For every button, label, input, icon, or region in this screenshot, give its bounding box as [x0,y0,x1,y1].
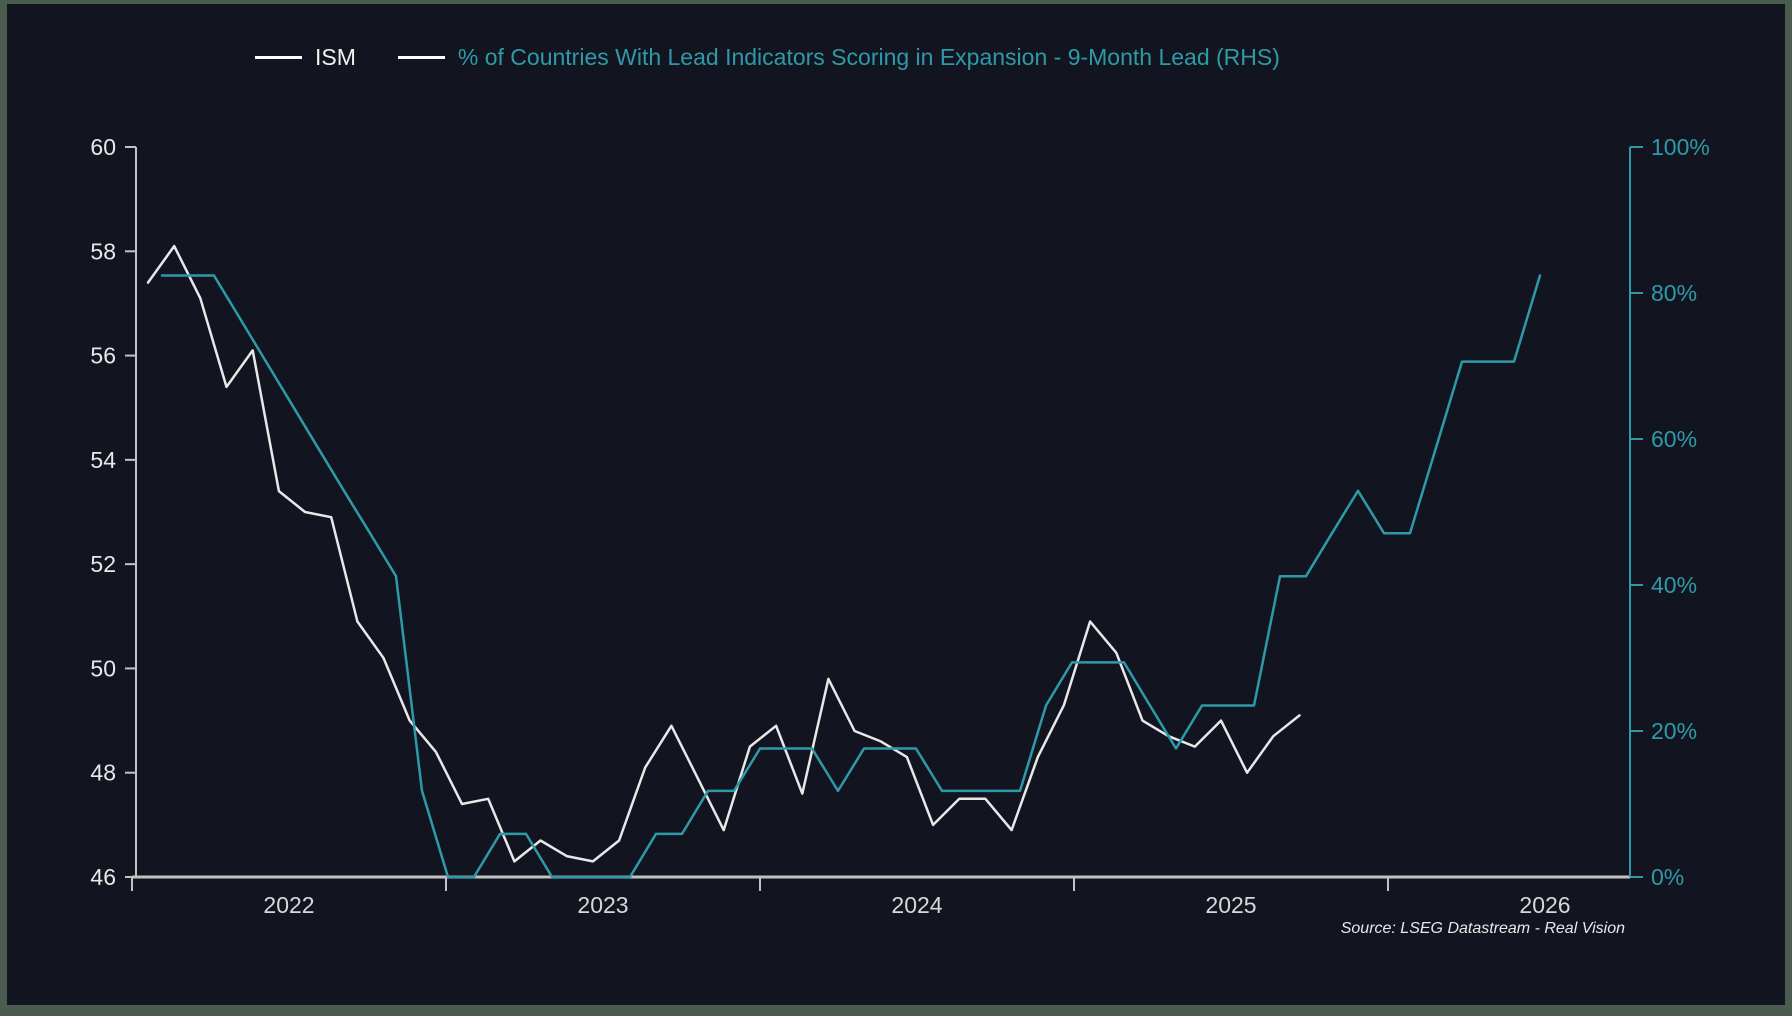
right-axis-tick-label: 40% [1651,572,1697,598]
x-axis-year-label: 2024 [891,892,942,918]
left-axis-tick-label: 54 [90,447,116,473]
x-axis-year-label: 2025 [1205,892,1256,918]
right-axis-tick-label: 0% [1651,864,1684,890]
chart-area: 60 58 56 54 52 50 48 46 100% 80% 60% 40% 20% 0% 2022 20… [7,4,1785,1005]
left-axis-tick-label: 58 [90,238,116,264]
right-axis-tick-label: 100% [1651,134,1710,160]
right-axis-tick-label: 60% [1651,426,1697,452]
right-axis-tick-label: 20% [1651,718,1697,744]
expansion-line-swatch [397,56,445,59]
left-axis-tick-label: 56 [90,343,116,369]
x-axis-year-label: 2023 [577,892,628,918]
left-axis-tick-label: 60 [90,134,116,160]
left-axis-tick-label: 50 [90,655,116,681]
ism-line-swatch [255,56,302,59]
legend-label-ism: ISM [315,44,356,70]
right-axis-tick-label: 80% [1651,280,1697,306]
legend: ISM % of Countries With Lead Indicators … [255,44,1280,71]
expansion-series-line [160,274,1542,879]
left-axis-tick-label: 52 [90,551,116,577]
ism-series-line [146,244,1301,863]
x-axis-year-label: 2022 [263,892,314,918]
left-axis-tick-label: 46 [90,864,116,890]
legend-label-expansion: % of Countries With Lead Indicators Scor… [457,44,1280,70]
legend-item-ism: ISM [255,44,356,71]
legend-item-expansion: % of Countries With Lead Indicators Scor… [397,44,1280,71]
x-axis-year-label: 2026 [1519,892,1570,918]
source-attribution: Source: LSEG Datastream - Real Vision [1340,920,1625,937]
left-axis-tick-label: 48 [90,760,116,786]
